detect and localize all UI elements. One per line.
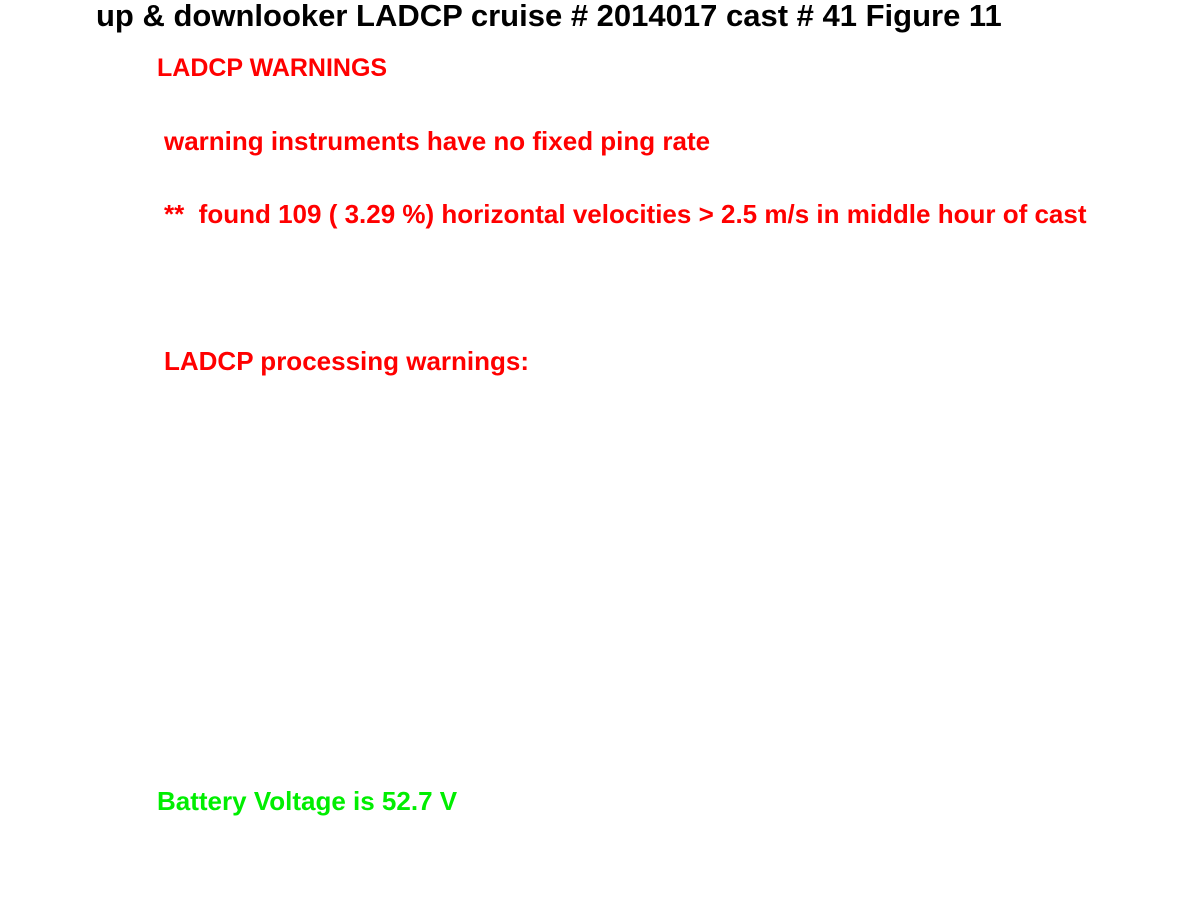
processing-warnings-heading: LADCP processing warnings: <box>164 346 530 376</box>
warning-horizontal-velocities: ** found 109 ( 3.29 %) horizontal veloci… <box>164 199 1087 229</box>
warnings-heading: LADCP WARNINGS <box>157 54 388 82</box>
warning-ping-rate: warning instruments have no fixed ping r… <box>164 126 711 156</box>
page-title: up & downlooker LADCP cruise # 2014017 c… <box>96 0 1002 33</box>
battery-voltage: Battery Voltage is 52.7 V <box>157 786 458 816</box>
